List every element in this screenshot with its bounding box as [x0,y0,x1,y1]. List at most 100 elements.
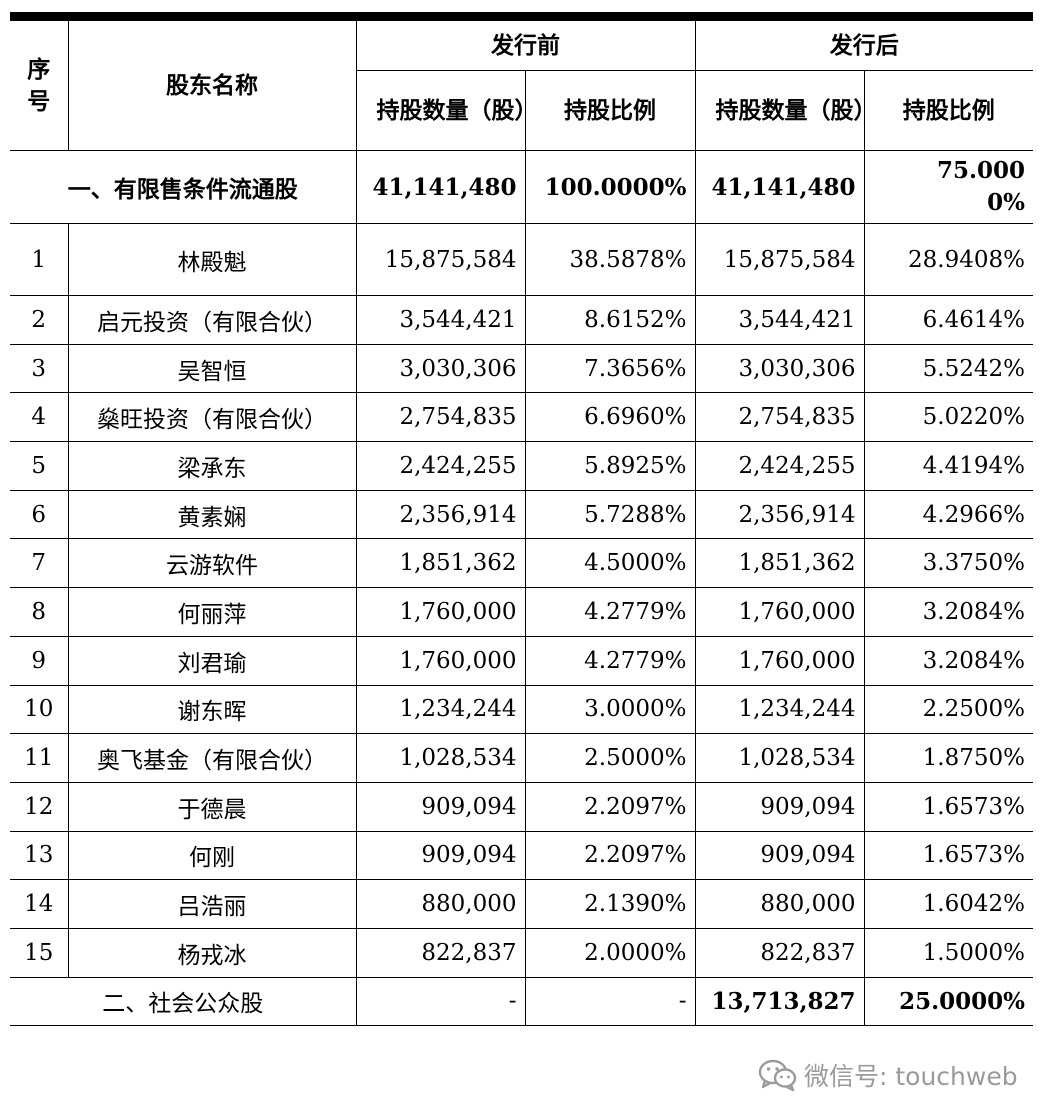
row-seq: 1 [10,223,69,296]
shareholding-table: 序号 股东名称 发行前 发行后 持股数量（股） 持股比例 持股数量（股） 持股比… [10,20,1033,1026]
row-before-shares: 2,356,914 [355,489,526,540]
section-restricted-row: 一、有限售条件流通股 41,141,480 100.0000% 41,141,4… [10,150,1033,224]
row-name: 何刚 [67,830,357,881]
row-before-ratio: 4.5000% [524,538,696,589]
section-public-before-ratio: - [524,976,696,1026]
row-name: 林殿魁 [67,223,357,296]
row-before-ratio: 3.0000% [524,684,696,735]
header-name: 股东名称 [67,20,357,151]
row-name: 黄素娴 [67,489,357,540]
row-after-shares: 1,760,000 [694,635,865,686]
row-after-shares: 2,754,835 [694,392,865,443]
row-name: 梁承东 [67,441,357,491]
section-restricted-after-shares: 41,141,480 [694,150,865,224]
section-restricted-label: 一、有限售条件流通股 [10,150,357,224]
table-row: 8 何丽萍 1,760,000 4.2779% 1,760,000 3.2084% [10,587,1033,637]
table-row: 5 梁承东 2,424,255 5.8925% 2,424,255 4.4194% [10,441,1033,491]
row-before-shares: 1,234,244 [355,684,526,735]
row-before-ratio: 5.7288% [524,489,696,540]
section-public-after-ratio: 25.0000% [863,976,1033,1026]
header-after: 发行后 [694,20,1033,71]
row-before-shares: 15,875,584 [355,223,526,296]
row-seq: 15 [10,927,69,978]
row-after-ratio: 1.6042% [863,879,1033,929]
row-after-ratio: 5.5242% [863,343,1033,394]
row-name: 吕浩丽 [67,879,357,929]
header-before: 发行前 [355,20,696,71]
row-after-shares: 880,000 [694,879,865,929]
row-seq: 5 [10,441,69,491]
row-name: 杨戎冰 [67,927,357,978]
table-row: 6 黄素娴 2,356,914 5.7288% 2,356,914 4.2966% [10,489,1033,540]
row-before-ratio: 6.6960% [524,392,696,443]
row-after-ratio: 1.6573% [863,781,1033,832]
row-after-ratio: 4.4194% [863,441,1033,491]
table-row: 15 杨戎冰 822,837 2.0000% 822,837 1.5000% [10,927,1033,978]
row-name: 吴智恒 [67,343,357,394]
row-after-shares: 909,094 [694,830,865,881]
section-public-before-shares: - [355,976,526,1026]
row-after-shares: 3,030,306 [694,343,865,394]
wechat-icon [758,1059,797,1092]
row-after-ratio: 3.3750% [863,538,1033,589]
table-row: 1 林殿魁 15,875,584 38.5878% 15,875,584 28.9408% [10,223,1033,296]
header-seq: 序号 [10,20,69,151]
row-name: 燊旺投资（有限合伙） [67,392,357,443]
row-before-shares: 2,424,255 [355,441,526,491]
row-before-shares: 3,030,306 [355,343,526,394]
row-seq: 2 [10,295,69,345]
table-row: 3 吴智恒 3,030,306 7.3656% 3,030,306 5.5242% [10,343,1033,394]
row-after-shares: 15,875,584 [694,223,865,296]
row-before-ratio: 2.0000% [524,927,696,978]
row-name: 云游软件 [67,538,357,589]
row-before-shares: 1,760,000 [355,587,526,637]
row-before-ratio: 7.3656% [524,343,696,394]
row-seq: 11 [10,733,69,783]
section-public-row: 二、社会公众股 - - 13,713,827 25.0000% [10,976,1033,1026]
row-seq: 7 [10,538,69,589]
table-row: 14 吕浩丽 880,000 2.1390% 880,000 1.6042% [10,879,1033,929]
row-after-shares: 1,234,244 [694,684,865,735]
row-seq: 12 [10,781,69,832]
row-after-ratio: 3.2084% [863,635,1033,686]
row-before-ratio: 4.2779% [524,635,696,686]
row-before-shares: 880,000 [355,879,526,929]
row-after-ratio: 28.9408% [863,223,1033,296]
row-before-ratio: 2.2097% [524,781,696,832]
row-seq: 14 [10,879,69,929]
watermark: 微信号: touchweb [758,1058,1018,1092]
row-after-shares: 1,760,000 [694,587,865,637]
row-name: 奥飞基金（有限合伙） [67,733,357,783]
row-name: 启元投资（有限合伙） [67,295,357,345]
row-before-shares: 909,094 [355,781,526,832]
row-before-ratio: 2.5000% [524,733,696,783]
row-name: 何丽萍 [67,587,357,637]
section-restricted-before-shares: 41,141,480 [355,150,526,224]
header-row-top: 序号 股东名称 发行前 发行后 [10,20,1033,151]
table-row: 13 何刚 909,094 2.2097% 909,094 1.6573% [10,830,1033,881]
row-before-ratio: 38.5878% [524,223,696,296]
header-after-shares: 持股数量（股） [694,70,865,151]
row-after-shares: 822,837 [694,927,865,978]
row-after-shares: 2,356,914 [694,489,865,540]
row-seq: 10 [10,684,69,735]
row-seq: 8 [10,587,69,637]
row-before-shares: 1,760,000 [355,635,526,686]
row-before-ratio: 2.2097% [524,830,696,881]
row-after-ratio: 2.2500% [863,684,1033,735]
row-before-ratio: 5.8925% [524,441,696,491]
row-after-shares: 1,028,534 [694,733,865,783]
row-name: 于德晨 [67,781,357,832]
row-before-shares: 3,544,421 [355,295,526,345]
header-row-sub: 持股数量（股） 持股比例 持股数量（股） 持股比例 [10,70,1033,151]
row-after-ratio: 6.4614% [863,295,1033,345]
table-row: 12 于德晨 909,094 2.2097% 909,094 1.6573% [10,781,1033,832]
row-name: 刘君瑜 [67,635,357,686]
section-restricted-before-ratio: 100.0000% [524,150,696,224]
row-before-ratio: 2.1390% [524,879,696,929]
row-after-shares: 2,424,255 [694,441,865,491]
row-after-ratio: 5.0220% [863,392,1033,443]
table-row: 4 燊旺投资（有限合伙） 2,754,835 6.6960% 2,754,835 5.02… [10,392,1033,443]
row-before-shares: 1,851,362 [355,538,526,589]
row-seq: 9 [10,635,69,686]
